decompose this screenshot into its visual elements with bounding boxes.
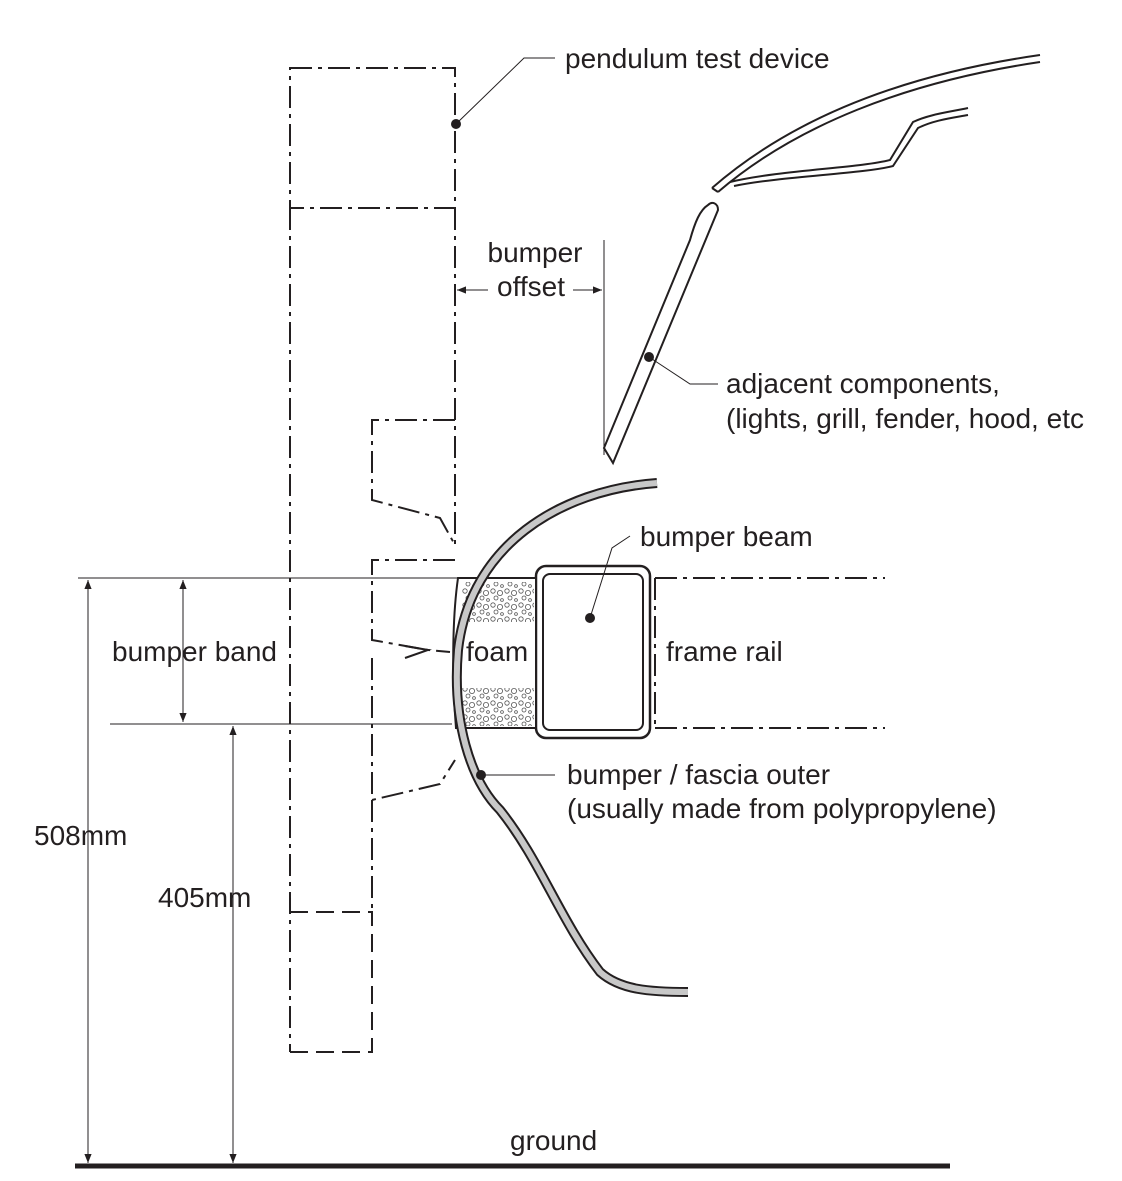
label-bumper-beam: bumper beam [640,521,813,552]
foam-block [452,577,537,729]
leader-lines [451,57,718,780]
dimension-lines [78,240,605,1163]
headlight-panel [602,201,720,466]
bumper-fascia [451,478,689,997]
frame-rail [654,577,885,729]
hood-panel [711,54,1041,193]
label-405mm: 405mm [158,882,251,913]
label-frame-rail: frame rail [666,636,783,667]
label-adjacent-components-1: adjacent components, [726,368,1000,399]
label-fascia-1: bumper / fascia outer [567,759,830,790]
label-foam: foam [466,636,528,667]
label-508mm: 508mm [34,820,127,851]
label-ground: ground [510,1125,597,1156]
pendulum-test-device [289,67,456,1053]
label-bumper-offset-1: bumper [488,237,583,268]
label-fascia-2: (usually made from polypropylene) [567,793,997,824]
label-bumper-band: bumper band [112,636,277,667]
bumper-beam [534,564,652,740]
label-pendulum-test-device: pendulum test device [565,43,830,74]
label-adjacent-components-2: (lights, grill, fender, hood, etc [726,403,1084,434]
label-bumper-offset-2: offset [497,271,565,302]
